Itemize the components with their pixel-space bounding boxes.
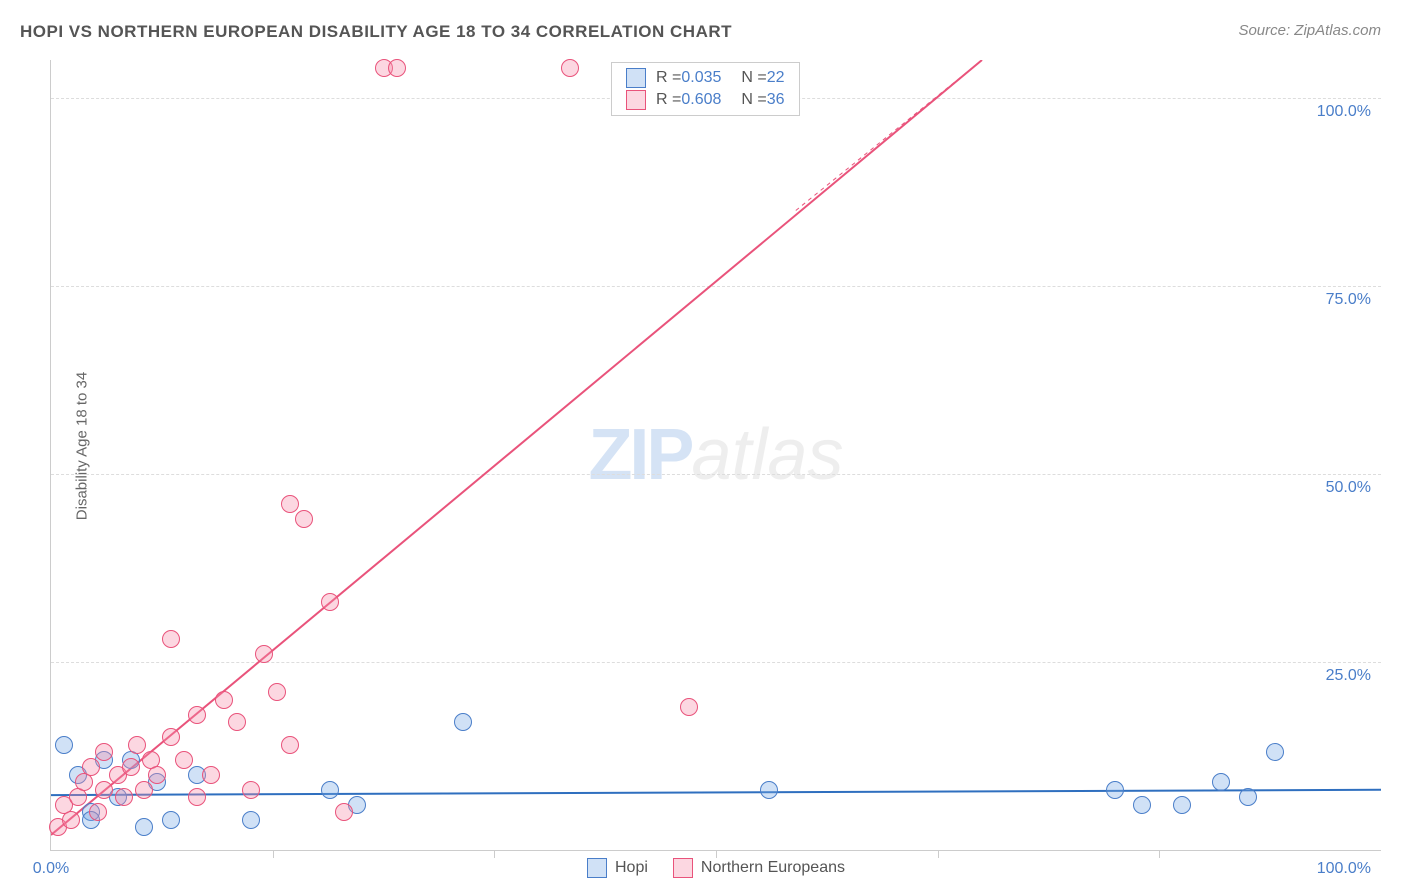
source-label: Source: ZipAtlas.com (1238, 22, 1381, 39)
data-point (55, 736, 73, 754)
y-tick-label: 25.0% (1326, 667, 1371, 685)
data-point (1173, 796, 1191, 814)
gridline (51, 662, 1381, 663)
gridline (51, 286, 1381, 287)
n-label: N = (741, 69, 766, 87)
data-point (89, 803, 107, 821)
data-point (1133, 796, 1151, 814)
watermark: ZIPatlas (588, 414, 843, 496)
y-tick-label: 50.0% (1326, 479, 1371, 497)
data-point (202, 766, 220, 784)
legend-item: Hopi (587, 858, 648, 878)
data-point (135, 818, 153, 836)
watermark-atlas: atlas (691, 415, 843, 495)
data-point (122, 758, 140, 776)
legend-swatch (626, 90, 646, 110)
y-tick-label: 100.0% (1317, 103, 1371, 121)
data-point (215, 691, 233, 709)
data-point (162, 630, 180, 648)
data-point (561, 59, 579, 77)
n-value: 22 (767, 69, 785, 87)
data-point (148, 766, 166, 784)
legend-swatch (673, 858, 693, 878)
data-point (1266, 743, 1284, 761)
x-tick (1159, 850, 1160, 858)
data-point (255, 645, 273, 663)
r-value: 0.608 (681, 91, 721, 109)
data-point (135, 781, 153, 799)
data-point (82, 758, 100, 776)
data-point (295, 510, 313, 528)
n-value: 36 (767, 91, 785, 109)
data-point (281, 495, 299, 513)
data-point (760, 781, 778, 799)
data-point (115, 788, 133, 806)
data-point (680, 698, 698, 716)
data-point (281, 736, 299, 754)
legend-label: Northern Europeans (701, 859, 845, 877)
data-point (1239, 788, 1257, 806)
legend-row: R = 0.035 N = 22 (626, 67, 785, 89)
legend-item: Northern Europeans (673, 858, 845, 878)
watermark-zip: ZIP (588, 415, 691, 495)
legend-stats: R = 0.035 N = 22 R = 0.608 N = 36 (611, 62, 800, 116)
x-tick (494, 850, 495, 858)
data-point (1106, 781, 1124, 799)
data-point (454, 713, 472, 731)
chart-title: HOPI VS NORTHERN EUROPEAN DISABILITY AGE… (20, 22, 732, 42)
x-tick (273, 850, 274, 858)
legend-row: R = 0.608 N = 36 (626, 89, 785, 111)
data-point (268, 683, 286, 701)
data-point (321, 593, 339, 611)
x-tick-label: 0.0% (33, 860, 69, 878)
data-point (95, 743, 113, 761)
data-point (162, 811, 180, 829)
plot-area: ZIPatlas 25.0%50.0%75.0%100.0%0.0%100.0%… (50, 60, 1381, 851)
legend-swatch (587, 858, 607, 878)
data-point (128, 736, 146, 754)
data-point (175, 751, 193, 769)
data-point (321, 781, 339, 799)
n-label: N = (741, 91, 766, 109)
data-point (95, 781, 113, 799)
data-point (242, 781, 260, 799)
legend-label: Hopi (615, 859, 648, 877)
r-label: R = (656, 69, 681, 87)
data-point (62, 811, 80, 829)
y-tick-label: 75.0% (1326, 291, 1371, 309)
data-point (242, 811, 260, 829)
x-tick (938, 850, 939, 858)
trend-lines (51, 60, 1381, 850)
r-label: R = (656, 91, 681, 109)
gridline (51, 474, 1381, 475)
data-point (188, 706, 206, 724)
data-point (162, 728, 180, 746)
x-tick (716, 850, 717, 858)
data-point (228, 713, 246, 731)
data-point (388, 59, 406, 77)
legend-series: Hopi Northern Europeans (587, 858, 845, 878)
data-point (188, 788, 206, 806)
data-point (1212, 773, 1230, 791)
data-point (335, 803, 353, 821)
x-tick-label: 100.0% (1317, 860, 1371, 878)
r-value: 0.035 (681, 69, 721, 87)
legend-swatch (626, 68, 646, 88)
